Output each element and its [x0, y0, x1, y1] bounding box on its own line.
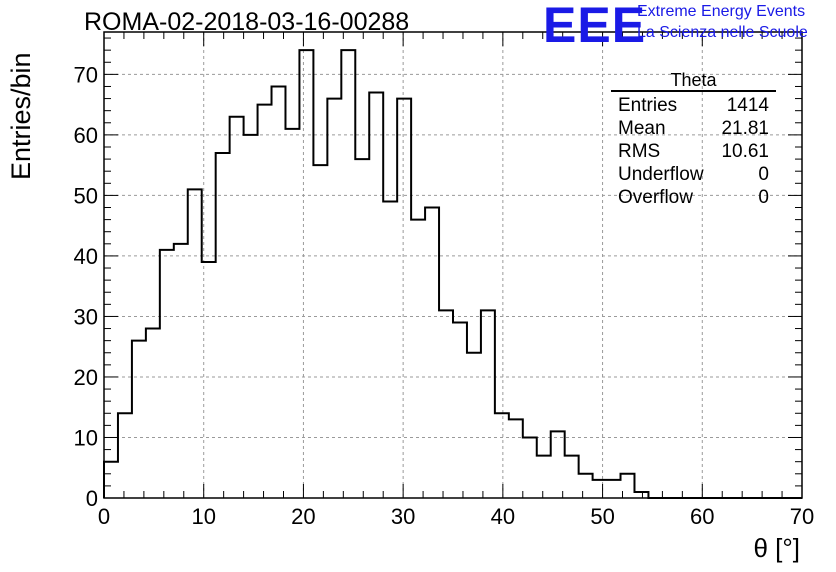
stats-row-rms: RMS 10.61 — [611, 140, 776, 163]
y-tick-label: 0 — [86, 486, 98, 511]
y-axis-label: Entries/bin — [6, 52, 36, 180]
eee-logo: EEE — [543, 0, 647, 53]
y-tick-label: 10 — [74, 425, 98, 450]
stats-label: Underflow — [618, 164, 704, 185]
y-tick-label: 60 — [74, 123, 98, 148]
x-tick-label: 30 — [391, 504, 415, 529]
x-tick-label: 20 — [291, 504, 315, 529]
x-tick-label: 70 — [790, 504, 814, 529]
stats-label: Overflow — [618, 187, 693, 208]
stats-value: 21.81 — [721, 118, 769, 139]
x-tick-label: 10 — [191, 504, 215, 529]
x-tick-label: 50 — [590, 504, 614, 529]
stats-label: Entries — [618, 95, 678, 116]
y-tick-label: 20 — [74, 365, 98, 390]
plot-frame — [103, 31, 803, 499]
y-tick-label: 70 — [74, 62, 98, 87]
brand-line-1: Extreme Energy Events — [637, 3, 806, 20]
y-tick-label: 30 — [74, 304, 98, 329]
histogram-series-theta — [103, 49, 802, 499]
stats-value: 0 — [758, 164, 769, 185]
stats-title: Theta — [670, 70, 717, 90]
stats-row-underflow: Underflow 0 — [611, 163, 776, 186]
chart-title: ROMA-02-2018-03-16-00288 — [84, 8, 410, 36]
stats-row-mean: Mean 21.81 — [611, 117, 776, 140]
x-tick-label: 60 — [690, 504, 714, 529]
brand-line-2: La Scienza nelle Scuole — [637, 24, 808, 41]
y-tick-label: 50 — [74, 183, 98, 208]
stats-label: RMS — [618, 141, 661, 162]
stats-box: Theta Entries 1414 Mean 21.81 RMS 10.61 … — [611, 70, 776, 209]
stats-row-overflow: Overflow 0 — [611, 186, 776, 209]
stats-divider — [611, 90, 776, 92]
x-tick-label: 0 — [98, 504, 110, 529]
x-axis-label: θ [°] — [753, 533, 800, 563]
stats-value: 1414 — [726, 95, 769, 116]
y-tick-label: 40 — [74, 244, 98, 269]
stats-value: 0 — [758, 187, 769, 208]
x-tick-label: 40 — [491, 504, 515, 529]
stats-row-entries: Entries 1414 — [611, 94, 776, 117]
stats-value: 10.61 — [721, 141, 769, 162]
stats-label: Mean — [618, 118, 666, 139]
